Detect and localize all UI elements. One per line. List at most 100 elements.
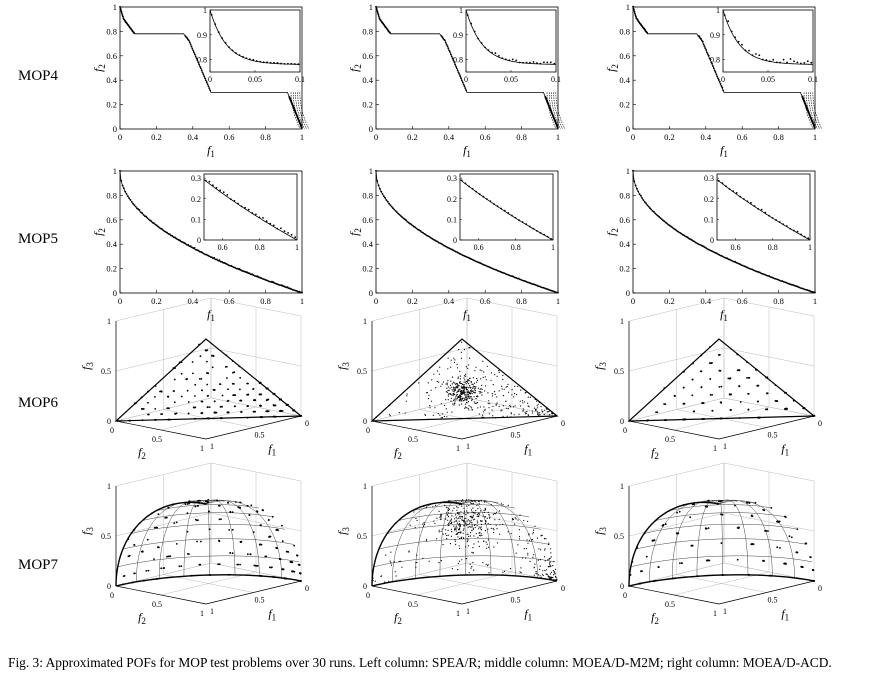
inset-point: [500, 207, 502, 210]
f1-tick-label: 0: [818, 584, 822, 593]
front-point: [248, 514, 251, 517]
front-point: [758, 417, 760, 419]
front-point: [472, 519, 475, 521]
front-point: [647, 205, 650, 208]
inset-point: [493, 203, 495, 205]
front-point: [453, 388, 455, 390]
front-point: [706, 559, 709, 562]
front-point: [444, 504, 446, 506]
front-point: [768, 275, 771, 277]
axis-f2: [371, 420, 463, 440]
front-point: [633, 10, 636, 13]
floor-grid: [160, 571, 257, 596]
front-point: [458, 395, 460, 397]
front-point: [808, 289, 811, 292]
front-point: [415, 227, 418, 230]
front-point: [516, 277, 519, 280]
front-point: [502, 405, 504, 407]
front-point: [166, 231, 169, 234]
front-point: [728, 393, 731, 396]
front-point: [528, 406, 530, 408]
inset-point: [800, 233, 802, 236]
front-point: [489, 523, 491, 525]
front-point: [479, 369, 481, 371]
x-axis-title: f1: [463, 143, 471, 159]
front-point: [550, 565, 552, 567]
front-point: [453, 361, 456, 363]
front-point: [492, 415, 494, 417]
front-point: [460, 403, 462, 405]
inset-point: [229, 198, 232, 201]
front-point: [474, 402, 476, 404]
y-tick-label: 0.8: [619, 26, 630, 36]
front-point: [433, 502, 435, 504]
inset-x-tick-label: 0.6: [731, 243, 741, 252]
front-point: [525, 557, 527, 559]
front-point: [173, 390, 176, 392]
front-point: [698, 35, 701, 38]
f2-tick-label: 0: [623, 591, 627, 600]
front-point: [475, 395, 478, 397]
front-point: [448, 523, 450, 525]
front-point: [194, 505, 197, 508]
front-point: [180, 361, 183, 364]
front-point: [471, 383, 473, 385]
front-point: [464, 523, 466, 525]
front-point: [296, 554, 299, 557]
front-point: [158, 546, 160, 549]
sphere-mesh: [373, 499, 556, 582]
front-point: [280, 398, 282, 401]
front-point: [457, 376, 459, 378]
front-point: [434, 522, 436, 524]
front-point: [469, 535, 471, 537]
wall-grid: [210, 462, 302, 482]
inset-point: [290, 233, 293, 236]
x-tick-label: 0.2: [151, 132, 162, 142]
front-point: [448, 500, 450, 502]
front-point: [227, 411, 230, 414]
front-point: [410, 223, 413, 226]
front-point: [465, 521, 467, 523]
front-point: [552, 565, 554, 567]
inset-point: [219, 189, 222, 192]
front-point: [428, 560, 430, 562]
front-point: [422, 232, 424, 234]
front-point: [527, 552, 529, 554]
front-point: [633, 9, 635, 11]
front-point: [237, 563, 240, 566]
front-point: [409, 524, 411, 526]
front-point: [712, 65, 714, 68]
front-point: [389, 404, 391, 407]
front-point: [463, 507, 465, 509]
front-point: [452, 386, 455, 388]
front-point: [459, 378, 461, 380]
front-point: [457, 569, 459, 571]
x-tick-label: 1: [813, 132, 817, 142]
front-point: [459, 75, 462, 78]
front-point: [398, 213, 401, 216]
front-point: [696, 575, 699, 578]
inset-point: [775, 219, 777, 221]
front-point: [197, 499, 200, 502]
front-point: [478, 532, 480, 534]
inset-y-tick-label: 1: [459, 6, 463, 15]
front-point: [463, 385, 465, 387]
front-point: [453, 392, 455, 395]
front-point: [456, 363, 458, 365]
front-point: [445, 518, 447, 520]
front-point: [202, 73, 205, 76]
front-point: [512, 275, 515, 278]
front-point: [720, 542, 723, 545]
front-point: [505, 400, 507, 402]
wall-grid: [466, 462, 558, 482]
inset-x-tick-label: 1: [808, 243, 812, 252]
front-point: [466, 533, 468, 535]
front-point: [425, 392, 428, 394]
front-point: [518, 413, 520, 415]
front-point: [757, 400, 759, 403]
front-point: [447, 357, 449, 359]
inset-y-tick-label: 0.8: [710, 56, 720, 65]
front-point: [689, 516, 692, 519]
